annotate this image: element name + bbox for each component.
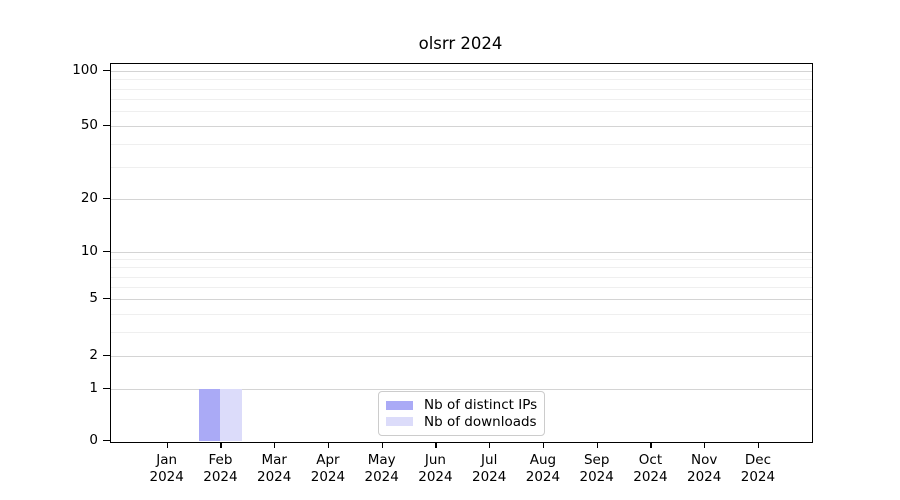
- x-tick-year: 2024: [310, 468, 346, 485]
- gridline-major: [111, 126, 812, 127]
- y-tick-mark: [103, 125, 110, 127]
- gridline-minor: [111, 167, 812, 168]
- x-tick-month: Jan: [156, 452, 178, 468]
- y-tick-mark: [103, 298, 110, 300]
- x-tick-label: Dec 2024: [730, 452, 786, 485]
- gridline-minor: [111, 332, 812, 333]
- x-tick-label: Sep 2024: [569, 452, 625, 485]
- gridline-major: [111, 299, 812, 300]
- x-tick-year: 2024: [257, 468, 292, 485]
- gridline-minor: [111, 99, 812, 100]
- x-tick-year: 2024: [418, 468, 453, 485]
- gridline-minor: [111, 79, 812, 80]
- gridline-major: [111, 252, 812, 253]
- x-tick-month: Aug: [529, 452, 557, 468]
- x-tick-year: 2024: [203, 468, 238, 485]
- gridline-minor: [111, 89, 812, 90]
- legend-swatch: [386, 400, 413, 410]
- y-tick-label: 20: [80, 190, 98, 206]
- plot-area: [110, 63, 813, 443]
- y-tick-label: 50: [80, 117, 98, 133]
- legend-item-label: Nb of distinct IPs: [424, 397, 538, 414]
- gridline-minor: [111, 287, 812, 288]
- x-tick-mark: [489, 442, 491, 448]
- x-tick-month: Apr: [316, 452, 340, 468]
- gridline-major: [111, 199, 812, 200]
- y-tick-mark: [103, 388, 110, 390]
- gridline-minor: [111, 267, 812, 268]
- x-tick-year: 2024: [364, 468, 399, 485]
- x-tick-label: Oct 2024: [622, 452, 678, 485]
- x-tick-mark: [650, 442, 652, 448]
- x-tick-mark: [381, 442, 383, 448]
- x-tick-year: 2024: [740, 468, 776, 485]
- x-tick-month: Jun: [424, 452, 446, 468]
- x-tick-month: Feb: [208, 452, 233, 468]
- legend-item-label: Nb of downloads: [424, 413, 537, 430]
- x-tick-year: 2024: [633, 468, 668, 485]
- gridline-minor: [111, 259, 812, 260]
- x-tick-year: 2024: [525, 468, 561, 485]
- x-tick-mark: [220, 442, 222, 448]
- legend-item: Nb of distinct IPs: [386, 397, 538, 414]
- x-tick-label: Apr 2024: [300, 452, 356, 485]
- gridline-minor: [111, 111, 812, 112]
- bar-nb-of-distinct-ips: [199, 389, 221, 441]
- x-tick-label: Jun 2024: [407, 452, 463, 485]
- y-tick-label: 1: [89, 380, 98, 396]
- y-tick-mark: [103, 251, 110, 253]
- y-tick-mark: [103, 355, 110, 357]
- gridline-minor: [111, 277, 812, 278]
- x-tick-mark: [327, 442, 330, 448]
- x-tick-month: Sep: [583, 452, 610, 468]
- y-tick-mark: [103, 70, 110, 72]
- x-tick-mark: [704, 442, 706, 448]
- x-tick-mark: [274, 442, 276, 448]
- x-tick-month: Jul: [481, 452, 498, 468]
- bar-nb-of-downloads: [220, 389, 243, 441]
- y-tick-label: 2: [89, 347, 98, 363]
- gridline-major: [111, 389, 812, 390]
- y-tick-label: 0: [89, 432, 98, 448]
- y-tick-label: 5: [89, 290, 98, 306]
- x-tick-label: Jul 2024: [461, 452, 517, 485]
- x-tick-year: 2024: [579, 468, 614, 485]
- gridline-major: [111, 356, 812, 357]
- x-tick-month: Dec: [744, 452, 771, 468]
- gridline-minor: [111, 144, 812, 145]
- y-tick-mark: [103, 440, 110, 442]
- x-tick-year: 2024: [687, 468, 722, 485]
- x-tick-mark: [166, 442, 168, 448]
- y-tick-label: 10: [80, 243, 98, 259]
- x-tick-label: Jan 2024: [139, 452, 195, 485]
- x-tick-label: May 2024: [354, 452, 410, 485]
- x-tick-mark: [596, 442, 598, 448]
- gridline-minor: [111, 314, 812, 315]
- x-tick-month: Oct: [638, 452, 663, 468]
- x-tick-label: Aug 2024: [515, 452, 571, 485]
- x-tick-label: Mar 2024: [246, 452, 302, 485]
- gridline-major: [111, 71, 812, 72]
- x-tick-year: 2024: [149, 468, 184, 485]
- x-tick-mark: [435, 442, 437, 448]
- y-tick-label: 100: [72, 62, 98, 78]
- legend-swatch: [386, 417, 413, 427]
- x-tick-year: 2024: [472, 468, 507, 485]
- y-tick-mark: [103, 198, 110, 200]
- x-tick-mark: [542, 442, 545, 448]
- x-tick-label: Feb 2024: [192, 452, 248, 485]
- x-tick-month: Nov: [691, 452, 718, 468]
- x-tick-month: Mar: [261, 452, 287, 468]
- x-tick-mark: [757, 442, 760, 448]
- legend: Nb of distinct IPs Nb of downloads: [378, 391, 545, 436]
- x-tick-label: Nov 2024: [676, 452, 732, 485]
- chart-title: olsrr 2024: [418, 34, 503, 53]
- x-tick-month: May: [367, 452, 396, 468]
- legend-item: Nb of downloads: [386, 413, 537, 431]
